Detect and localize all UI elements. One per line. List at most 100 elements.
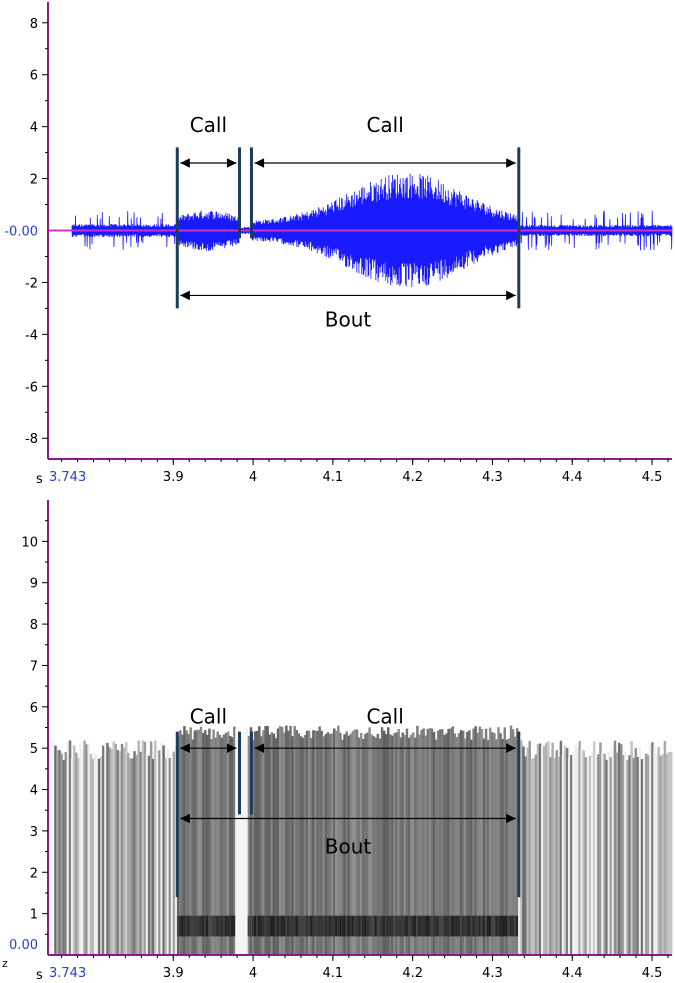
spectrogram-low-band	[503, 915, 506, 937]
spectrogram-column	[491, 732, 494, 955]
spectrogram-column	[66, 741, 70, 955]
spectrogram-low-band	[374, 915, 378, 937]
spectrogram-low-band	[353, 915, 357, 937]
spectrogram-column	[330, 733, 334, 955]
spectrogram-low-band	[360, 915, 363, 937]
spectrogram-column	[370, 734, 373, 955]
spectrogram-low-band	[430, 915, 434, 937]
waveform-series	[71, 173, 673, 288]
spectrogram-low-band	[426, 915, 430, 937]
spectrogram-column	[204, 730, 207, 955]
spectrogram-low-band	[201, 915, 205, 937]
spectrogram-column	[416, 725, 419, 955]
spectrogram-column	[545, 742, 548, 955]
spectrogram-column	[97, 758, 101, 955]
spectrogram-low-band	[495, 915, 498, 937]
spectrogram-column	[328, 733, 332, 955]
y-unit-glyph: z	[2, 957, 8, 970]
spectrogram-column	[278, 726, 282, 955]
y-tick-label: 9	[30, 577, 38, 592]
spectrogram-low-band	[189, 915, 192, 937]
y-tick-label: 4	[30, 121, 38, 136]
spectrogram-column	[524, 756, 527, 955]
spectrogram-column	[366, 732, 369, 955]
y-tick-label: -2	[25, 276, 38, 291]
spectrogram-column	[187, 733, 190, 955]
spectrogram-column	[305, 730, 309, 955]
spectrogram-column	[280, 726, 284, 955]
y-zero-label: -0.00	[4, 225, 38, 240]
spectrogram-column	[520, 740, 523, 955]
spectrogram-column	[582, 750, 586, 955]
spectrogram-low-band	[330, 915, 334, 937]
spectrogram-column	[224, 732, 228, 955]
spectrogram-column	[559, 740, 563, 955]
y-tick-label: 4	[30, 784, 38, 799]
spectrogram-column	[667, 751, 671, 955]
x-tick-label: 4	[249, 470, 257, 485]
spectrogram-column	[642, 756, 646, 955]
spectrogram-low-band	[260, 915, 263, 937]
spectrogram-column	[93, 753, 97, 955]
y-tick-label: 3	[30, 825, 38, 840]
y-tick-label: 5	[30, 742, 38, 757]
y-tick-label: -4	[25, 328, 38, 343]
spectrogram-low-band	[476, 915, 479, 937]
spectrogram-column	[493, 733, 496, 955]
spectrogram-column	[397, 728, 400, 955]
spectrogram-low-band	[493, 915, 496, 937]
spectrogram-column	[195, 729, 199, 955]
spectrogram-low-band	[436, 915, 440, 937]
y-tick-label: 8	[30, 618, 38, 633]
spectrogram-column	[530, 758, 534, 955]
spectrogram-column	[193, 730, 197, 955]
spectrogram-column	[251, 739, 255, 955]
spectrogram-column	[403, 735, 407, 955]
spectrogram-low-band	[405, 915, 409, 937]
spectrogram-column	[75, 752, 78, 955]
spectrogram-column	[322, 736, 326, 955]
spectrogram-low-band	[305, 915, 309, 937]
spectrogram-column	[420, 730, 423, 955]
spectrogram-low-band	[320, 915, 323, 937]
spectrogram-column	[170, 753, 174, 955]
spectrogram-column	[484, 728, 488, 955]
spectrogram-column	[258, 726, 261, 955]
spectrogram-low-band	[395, 915, 398, 937]
spectrogram-low-band	[347, 915, 350, 937]
spectrogram-column	[102, 745, 105, 955]
spectrogram-column	[295, 730, 298, 955]
spectrogram-low-band	[339, 915, 342, 937]
spectrogram-column	[540, 745, 544, 955]
spectrogram-column	[661, 754, 665, 955]
spectrogram-column	[124, 742, 128, 955]
spectrogram-column	[547, 740, 550, 955]
spectrogram-low-band	[345, 915, 348, 937]
spectrogram-low-band	[291, 915, 294, 937]
spectrogram-column	[486, 739, 490, 955]
spectrogram-column	[636, 757, 640, 955]
spectrogram-low-band	[179, 915, 182, 937]
spectrogram-low-band	[226, 915, 230, 937]
spectrogram-column	[129, 758, 132, 955]
spectrogram-column	[70, 758, 74, 955]
spectrogram-column	[249, 727, 253, 955]
spectrogram-column	[81, 749, 84, 955]
spectrogram-column	[56, 750, 59, 955]
spectrogram-column	[100, 756, 103, 955]
waveform-panel: 8 6 4 2 -2 -4 -6 -8 -0.00 3.9 4 4.1 4.2 4.3 4.4 4.5 s 3.7…	[4, 2, 673, 487]
spectrogram-column	[104, 742, 107, 955]
spectrogram-low-band	[289, 915, 292, 937]
spectrogram-column	[607, 751, 610, 955]
spectrogram-low-band	[326, 915, 330, 937]
spectrogram-column	[243, 726, 246, 955]
spectrogram-column	[79, 741, 82, 955]
spectrogram-low-band	[391, 915, 394, 937]
spectrogram-column	[532, 757, 536, 955]
spectrogram-column	[222, 734, 226, 955]
spectrogram-low-band	[351, 915, 355, 937]
spectrogram-column	[597, 754, 600, 955]
spectrogram-column	[303, 735, 307, 955]
spectrogram-column	[164, 757, 167, 955]
spectrogram-column	[308, 730, 311, 955]
